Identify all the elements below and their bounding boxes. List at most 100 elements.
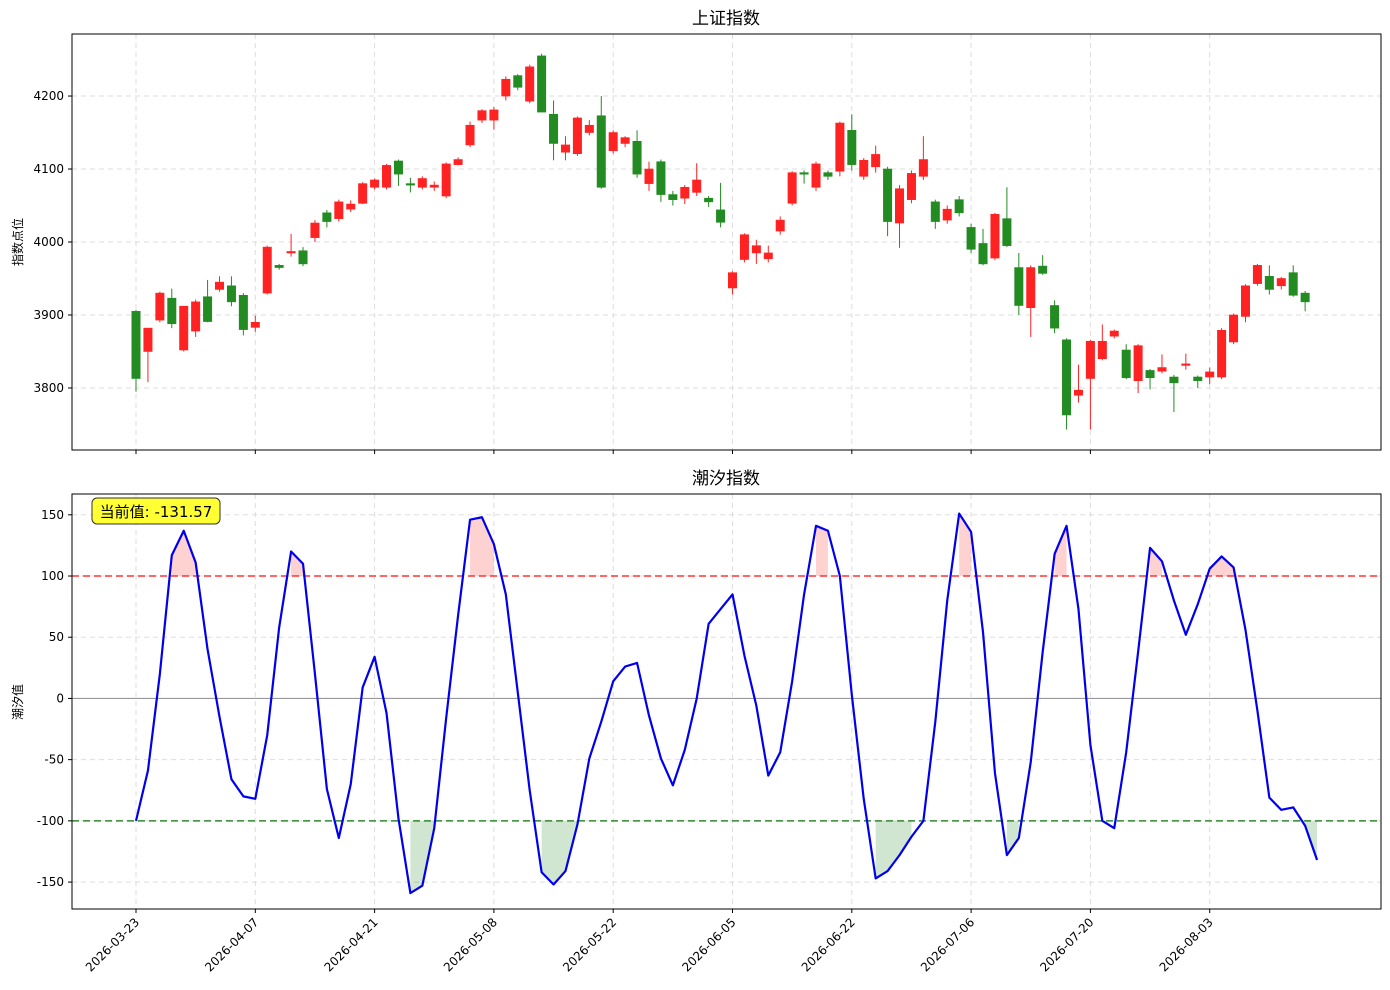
tide-y-tick-label: -150 [37,875,64,889]
candlestick-y-axis: 3800 3900 4000 4100 4200 [33,89,72,395]
candle [215,276,225,292]
tide-x-tick-label: 2026-06-05 [679,915,738,974]
candle [537,53,547,113]
tide-x-tick-label: 2026-07-06 [918,915,977,974]
candle [1157,354,1167,374]
candle [334,199,344,222]
candle [1038,255,1048,275]
oversold-fill [410,820,435,894]
tide-y-tick-label: 0 [56,691,64,705]
overbought-fill [1054,525,1067,577]
candlestick-y-tick-label: 3800 [33,381,64,395]
candle [131,309,141,392]
candle [179,305,189,352]
tide-series-line [134,512,1319,895]
tide-x-tick-label: 2026-07-20 [1037,915,1096,974]
candle [191,299,201,337]
tide-grid [72,494,1381,909]
candle [1097,324,1107,361]
candle [441,162,451,199]
candlestick-y-tick-label: 4000 [33,235,64,249]
candle [1002,187,1012,248]
candle [155,291,165,323]
oversold-fill [1006,820,1019,856]
candlestick-x-axis [135,450,1211,454]
candle [1133,344,1143,394]
candlestick-y-label: 指数点位 [10,218,25,266]
candlestick-title: 上证指数 [692,9,760,29]
current-value-text: 当前值: -131.57 [100,503,213,521]
candle [739,233,749,263]
candle [1085,339,1095,430]
candle [799,170,809,184]
candle [942,205,952,224]
tide-x-tick-label: 2026-05-08 [441,915,500,974]
candle [143,327,153,383]
candle [1026,265,1036,337]
candle [167,288,177,329]
tide-x-tick-label: 2026-03-23 [83,915,142,974]
candle [405,177,415,193]
candle [811,161,821,191]
candle [847,114,857,171]
candle [751,239,761,264]
candle [775,216,785,235]
tide-x-tick-label: 2026-04-07 [202,915,261,974]
candle [1145,368,1155,390]
candle [1217,328,1227,380]
tide-x-tick-label: 2026-08-03 [1157,915,1216,974]
candle [477,109,487,124]
candle [1073,364,1083,403]
candle [727,271,737,295]
candle [525,64,535,104]
candle [584,120,594,136]
candle [1050,300,1060,334]
candle [310,220,320,242]
candle [954,196,964,217]
candle [549,100,559,161]
candle [1121,344,1131,380]
candle [346,200,356,213]
candle [835,121,845,177]
candle [465,121,475,148]
candle [1205,367,1215,385]
candle [704,196,714,207]
tide-y-tick-label: -100 [37,814,64,828]
tide-threshold-fills [171,513,1318,894]
candle [906,170,916,204]
tide-plot-frame [71,493,1382,910]
candle [358,182,368,205]
candle [680,185,690,205]
candlestick-series [131,53,1310,430]
tide-x-tick-label: 2026-06-22 [799,915,858,974]
candle [1288,265,1298,297]
candle [1062,338,1072,430]
candle [1014,252,1024,315]
candle [883,166,893,237]
overbought-fill [291,551,304,577]
candle [1264,265,1274,295]
candle [286,233,296,257]
overbought-fill [171,530,196,577]
candle [489,106,499,130]
candle [226,276,236,307]
tide-x-axis: 2026-03-23 2026-04-07 2026-04-21 2026-05-08… [83,909,1216,974]
candle [966,223,976,253]
candle [1181,353,1191,370]
candle [859,158,869,180]
candle [930,199,940,229]
candle [238,293,248,336]
candle [895,185,905,248]
candlestick-y-tick-label: 4100 [33,162,64,176]
candle [382,163,392,190]
candlestick-plot-frame [71,33,1382,451]
candle [1193,375,1203,388]
tide-y-tick-label: -50 [44,753,64,767]
candle [1276,277,1286,290]
candle [787,171,797,206]
candle [1240,284,1250,323]
candle [692,163,702,197]
candle [608,130,618,154]
